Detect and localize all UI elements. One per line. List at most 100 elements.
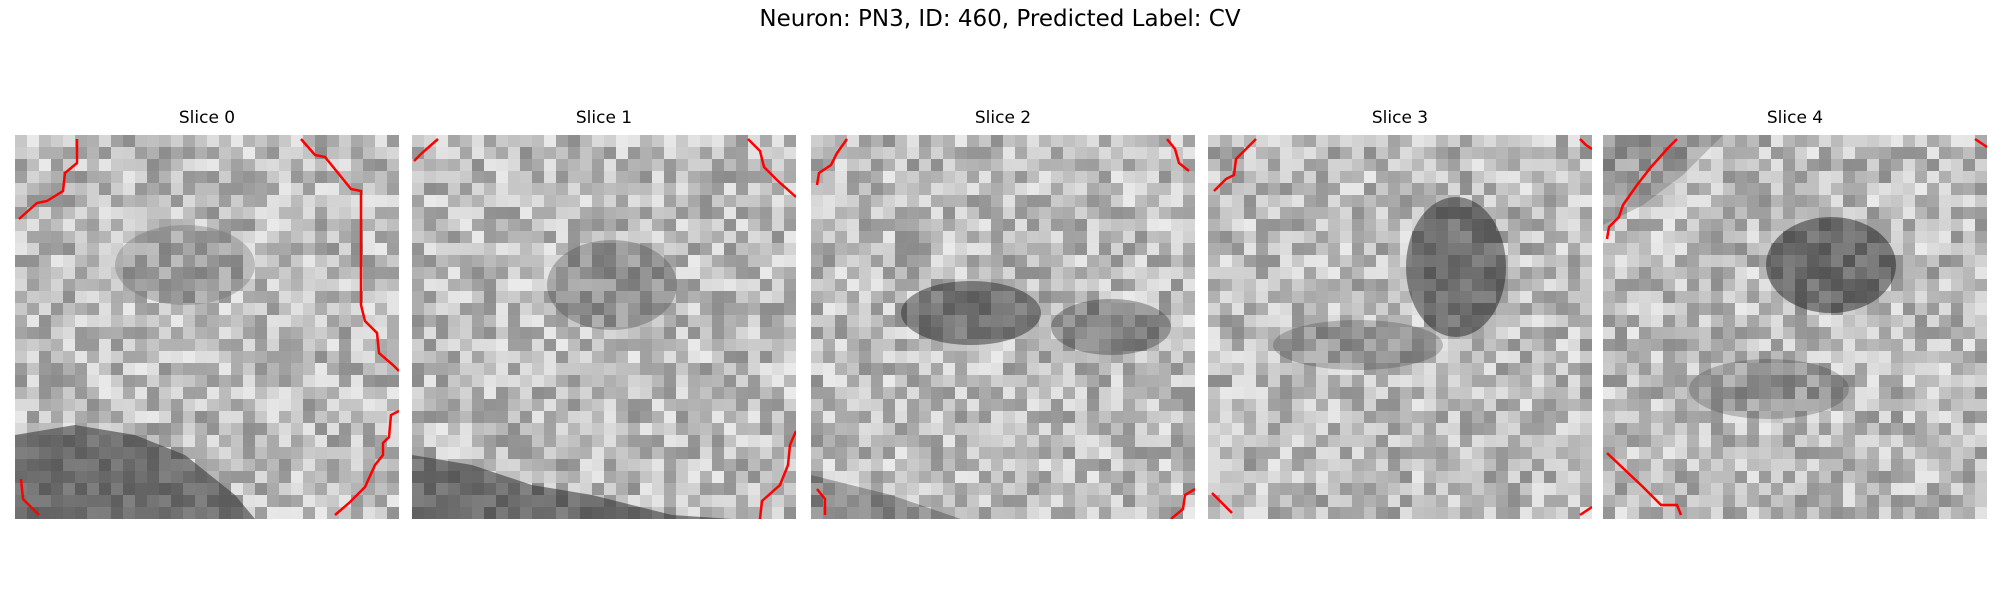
pixel-cell: [267, 507, 280, 519]
pixel-cell: [219, 231, 232, 244]
pixel-cell: [1951, 243, 1964, 256]
pixel-cell: [736, 195, 749, 208]
pixel-cell: [1520, 195, 1533, 208]
pixel-cell: [943, 219, 956, 232]
pixel-cell: [640, 267, 653, 280]
pixel-cell: [1807, 411, 1820, 424]
pixel-cell: [508, 195, 521, 208]
pixel-cell: [1711, 207, 1724, 220]
pixel-cell: [1771, 279, 1784, 292]
pixel-cell: [907, 171, 920, 184]
pixel-cell: [243, 459, 256, 472]
pixel-cell: [931, 423, 944, 436]
pixel-cell: [1556, 471, 1569, 484]
pixel-cell: [1015, 411, 1028, 424]
pixel-cell: [1759, 171, 1772, 184]
pixel-cell: [724, 411, 737, 424]
pixel-cell: [267, 291, 280, 304]
pixel-cell: [1208, 363, 1221, 376]
pixel-cell: [979, 315, 992, 328]
pixel-cell: [1699, 255, 1712, 268]
pixel-cell: [724, 435, 737, 448]
pixel-cell: [1027, 243, 1040, 256]
pixel-cell: [1735, 207, 1748, 220]
pixel-cell: [1699, 303, 1712, 316]
pixel-cell: [1975, 243, 1987, 256]
pixel-cell: [195, 159, 208, 172]
pixel-cell: [1171, 183, 1184, 196]
pixel-cell: [327, 303, 340, 316]
pixel-cell: [1159, 471, 1172, 484]
pixel-cell: [1316, 507, 1329, 519]
pixel-cell: [967, 315, 980, 328]
pixel-cell: [1147, 243, 1160, 256]
pixel-cell: [1472, 279, 1485, 292]
pixel-cell: [1508, 195, 1521, 208]
pixel-cell: [231, 327, 244, 340]
pixel-cell: [1891, 387, 1904, 400]
pixel-cell: [760, 327, 773, 340]
pixel-cell: [652, 315, 665, 328]
pixel-cell: [1003, 159, 1016, 172]
pixel-cell: [1747, 435, 1760, 448]
pixel-cell: [736, 375, 749, 388]
pixel-cell: [1292, 159, 1305, 172]
pixel-cell: [1532, 279, 1545, 292]
pixel-cell: [1532, 327, 1545, 340]
pixel-cell: [267, 147, 280, 160]
pixel-cell: [1927, 327, 1940, 340]
pixel-cell: [1304, 279, 1317, 292]
pixel-cell: [327, 183, 340, 196]
pixel-cell: [327, 171, 340, 184]
pixel-cell: [1951, 291, 1964, 304]
pixel-cell: [1915, 243, 1928, 256]
pixel-cell: [1723, 231, 1736, 244]
pixel-cell: [760, 279, 773, 292]
pixel-cell: [1819, 303, 1832, 316]
pixel-cell: [448, 207, 461, 220]
pixel-cell: [1783, 243, 1796, 256]
pixel-cell: [847, 507, 860, 519]
pixel-cell: [967, 159, 980, 172]
pixel-cell: [556, 315, 569, 328]
pixel-cell: [1544, 447, 1557, 460]
pixel-cell: [147, 243, 160, 256]
pixel-cell: [1903, 267, 1916, 280]
pixel-cell: [1580, 399, 1592, 412]
pixel-cell: [1015, 447, 1028, 460]
pixel-cell: [243, 351, 256, 364]
pixel-cell: [1244, 447, 1257, 460]
pixel-cell: [1855, 207, 1868, 220]
pixel-cell: [1951, 327, 1964, 340]
pixel-cell: [1111, 231, 1124, 244]
pixel-cell: [1256, 243, 1269, 256]
pixel-cell: [484, 411, 497, 424]
pixel-cell: [243, 399, 256, 412]
pixel-cell: [279, 507, 292, 519]
pixel-cell: [1316, 147, 1329, 160]
pixel-cell: [1867, 267, 1880, 280]
slice-texture-3: [1208, 135, 1592, 519]
pixel-cell: [1556, 219, 1569, 232]
pixel-cell: [1352, 447, 1365, 460]
pixel-cell: [748, 243, 761, 256]
pixel-cell: [1520, 435, 1533, 448]
pixel-cell: [1795, 387, 1808, 400]
pixel-cell: [943, 279, 956, 292]
pixel-cell: [1388, 423, 1401, 436]
pixel-cell: [1783, 159, 1796, 172]
pixel-cell: [979, 159, 992, 172]
pixel-cell: [1580, 411, 1592, 424]
pixel-cell: [859, 363, 872, 376]
pixel-cell: [919, 459, 932, 472]
pixel-cell: [147, 183, 160, 196]
pixel-cell: [1015, 471, 1028, 484]
slice-title-2: Slice 2: [974, 108, 1032, 128]
pixel-cell: [1063, 387, 1076, 400]
pixel-cell: [1771, 411, 1784, 424]
pixel-cell: [424, 423, 437, 436]
pixel-cell: [1711, 171, 1724, 184]
pixel-cell: [580, 183, 593, 196]
pixel-cell: [568, 423, 581, 436]
pixel-cell: [279, 375, 292, 388]
